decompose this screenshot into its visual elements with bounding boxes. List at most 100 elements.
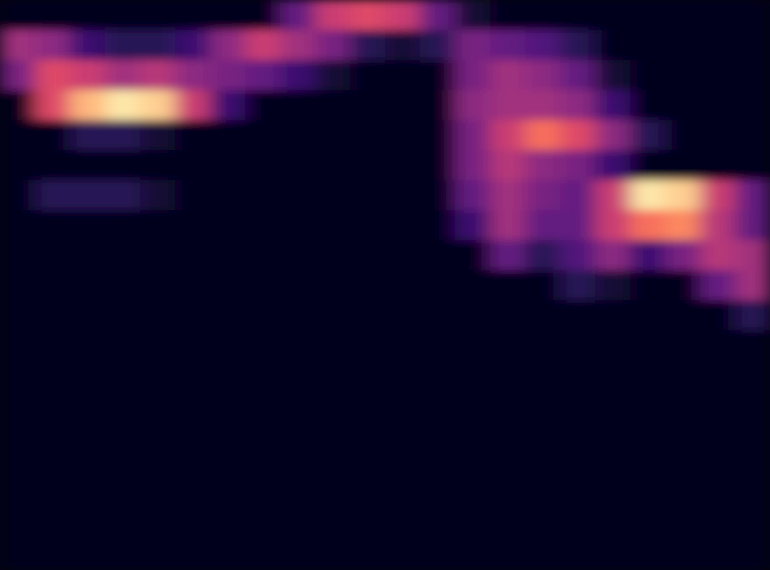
heatmap-cell bbox=[490, 210, 526, 241]
heatmap-cell bbox=[0, 90, 36, 121]
heatmap-cell bbox=[455, 210, 491, 241]
heatmap-cell bbox=[70, 510, 106, 541]
heatmap-cell bbox=[245, 60, 281, 91]
heatmap-cell bbox=[630, 240, 666, 271]
heatmap-cell bbox=[665, 270, 701, 301]
heatmap-cell bbox=[630, 480, 666, 511]
heatmap-cell bbox=[420, 60, 456, 91]
heatmap-cell bbox=[420, 150, 456, 181]
heatmap-cell bbox=[385, 390, 421, 421]
heatmap-cell bbox=[210, 360, 246, 391]
heatmap-cell bbox=[630, 270, 666, 301]
heatmap-cell bbox=[70, 420, 106, 451]
heatmap-cell bbox=[0, 240, 36, 271]
heatmap-cell bbox=[35, 30, 71, 61]
heatmap-cell bbox=[70, 90, 106, 121]
heatmap-cell bbox=[105, 480, 141, 511]
heatmap-cell bbox=[560, 450, 596, 481]
heatmap-cell bbox=[105, 30, 141, 61]
heatmap-cell bbox=[245, 390, 281, 421]
heatmap-cell bbox=[315, 0, 351, 31]
heatmap-cell bbox=[245, 0, 281, 31]
heatmap-cell bbox=[665, 480, 701, 511]
heatmap-cell bbox=[140, 450, 176, 481]
heatmap-cell bbox=[455, 90, 491, 121]
heatmap-cell bbox=[490, 240, 526, 271]
heatmap-cell bbox=[210, 60, 246, 91]
heatmap-cell bbox=[140, 510, 176, 541]
heatmap-cell bbox=[280, 390, 316, 421]
heatmap-cell bbox=[245, 120, 281, 151]
heatmap-cell bbox=[105, 450, 141, 481]
heatmap-cell bbox=[35, 60, 71, 91]
heatmap-cell bbox=[665, 510, 701, 541]
heatmap-cell bbox=[0, 480, 36, 511]
heatmap-cell bbox=[175, 60, 211, 91]
heatmap-cell bbox=[70, 540, 106, 570]
heatmap-cell bbox=[595, 420, 631, 451]
heatmap-cell bbox=[455, 330, 491, 361]
heatmap-cell bbox=[385, 270, 421, 301]
heatmap-cell bbox=[35, 120, 71, 151]
heatmap-cell bbox=[700, 540, 736, 570]
heatmap-cell bbox=[595, 450, 631, 481]
heatmap-cell bbox=[315, 450, 351, 481]
heatmap-cell bbox=[560, 210, 596, 241]
heatmap-cell bbox=[595, 390, 631, 421]
heatmap-cell bbox=[210, 90, 246, 121]
heatmap-cell bbox=[315, 420, 351, 451]
heatmap-cell bbox=[210, 420, 246, 451]
heatmap-cell bbox=[315, 60, 351, 91]
heatmap-cell bbox=[455, 120, 491, 151]
heatmap-cell bbox=[630, 390, 666, 421]
heatmap-cell bbox=[35, 450, 71, 481]
heatmap-cell bbox=[350, 330, 386, 361]
heatmap-cell bbox=[560, 360, 596, 391]
heatmap-cell bbox=[525, 390, 561, 421]
heatmap-cell bbox=[350, 180, 386, 211]
heatmap-cell bbox=[280, 300, 316, 331]
heatmap-cell bbox=[525, 450, 561, 481]
heatmap-cell bbox=[245, 180, 281, 211]
heatmap-cell bbox=[385, 30, 421, 61]
heatmap-cell bbox=[735, 240, 770, 271]
heatmap-cell bbox=[385, 180, 421, 211]
heatmap-cell bbox=[105, 510, 141, 541]
heatmap-cell bbox=[175, 420, 211, 451]
heatmap-cell bbox=[420, 300, 456, 331]
heatmap-cell bbox=[700, 120, 736, 151]
heatmap-cell bbox=[455, 0, 491, 31]
heatmap-cell bbox=[350, 420, 386, 451]
heatmap-cell bbox=[70, 30, 106, 61]
heatmap-cell bbox=[350, 390, 386, 421]
heatmap-cell bbox=[665, 450, 701, 481]
heatmap-cell bbox=[70, 270, 106, 301]
heatmap-cell bbox=[665, 120, 701, 151]
heatmap-cell bbox=[420, 30, 456, 61]
heatmap-cell bbox=[0, 0, 36, 31]
heatmap-cell bbox=[350, 120, 386, 151]
heatmap-cell bbox=[490, 0, 526, 31]
heatmap-cell bbox=[735, 90, 770, 121]
heatmap-cell bbox=[70, 480, 106, 511]
heatmap-cell bbox=[700, 300, 736, 331]
heatmap-cell bbox=[420, 180, 456, 211]
heatmap-cell bbox=[420, 510, 456, 541]
heatmap-cell bbox=[245, 330, 281, 361]
heatmap-cell bbox=[210, 150, 246, 181]
heatmap-cell bbox=[455, 240, 491, 271]
heatmap-cell bbox=[665, 330, 701, 361]
heatmap-cell bbox=[385, 480, 421, 511]
heatmap-cell bbox=[700, 90, 736, 121]
heatmap-cell bbox=[385, 90, 421, 121]
heatmap-cell bbox=[630, 60, 666, 91]
heatmap-cell bbox=[280, 420, 316, 451]
heatmap-cell bbox=[735, 300, 770, 331]
heatmap-cell bbox=[175, 300, 211, 331]
heatmap-cell bbox=[700, 420, 736, 451]
heatmap-cell bbox=[70, 390, 106, 421]
heatmap-cell bbox=[700, 0, 736, 31]
heatmap-cell bbox=[280, 240, 316, 271]
heatmap-cell bbox=[350, 150, 386, 181]
heatmap-cell bbox=[210, 540, 246, 570]
